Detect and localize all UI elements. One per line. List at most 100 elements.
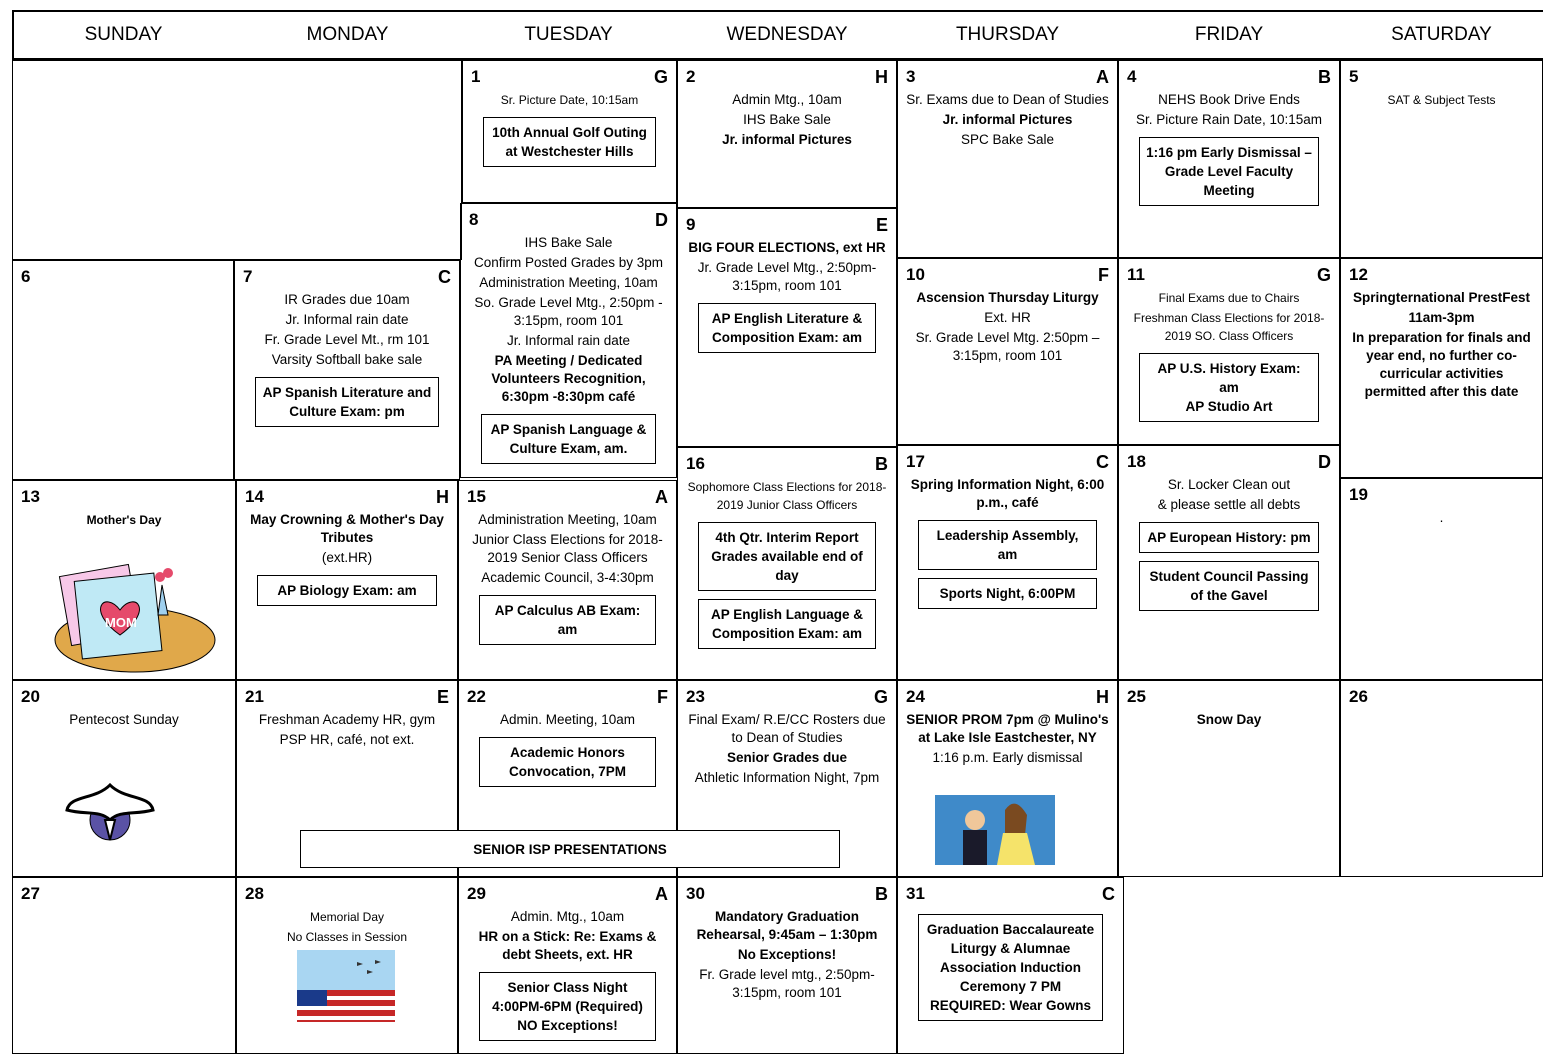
cell-top: 13 xyxy=(21,487,227,509)
boxed-event-line: 10th Annual Golf Outing at Westchester H… xyxy=(492,125,647,159)
event: Jr. informal Pictures xyxy=(942,112,1073,127)
boxed-event-line: AP Spanish Language & Culture Exam, am. xyxy=(490,422,647,456)
day-number: 13 xyxy=(21,487,40,506)
boxed-event-line: AP English Literature & Composition Exam… xyxy=(711,311,863,345)
cell-top: 30 B xyxy=(686,884,888,906)
event: Ascension Thursday Liturgy xyxy=(916,290,1099,305)
cell-top: 27 xyxy=(21,884,227,906)
day-number: 5 xyxy=(1349,67,1359,86)
cell-top: 15 A xyxy=(467,487,668,509)
day-cell: 8 D IHS Bake Sale Confirm Posted Grades by … xyxy=(460,203,677,478)
day-number: 23 xyxy=(686,687,705,706)
day-cell: 29 A Admin. Mtg., 10am HR on a Stick: Re: E… xyxy=(458,877,677,1054)
day-cell: 9 E BIG FOUR ELECTIONS, ext HR Jr. Grade Le… xyxy=(677,208,897,447)
boxed-event-line: AP English Language & Composition Exam: … xyxy=(710,607,864,641)
boxed-event-line: AP Biology Exam: am xyxy=(277,583,417,598)
day-number: 11 xyxy=(1127,265,1145,284)
rotation-letter: B xyxy=(1318,67,1331,87)
day-cell: 28 Memorial Day No Classes in Session xyxy=(236,877,458,1054)
event: Final Exams due to Chairs xyxy=(1158,291,1300,305)
day-cell: 20 Pentecost Sunday xyxy=(12,680,236,877)
day-cell: 27 xyxy=(12,877,236,1054)
event: So. Grade Level Mtg., 2:50pm - 3:15pm, r… xyxy=(474,295,663,328)
cell-top: 22 F xyxy=(467,687,668,709)
day-number: 24 xyxy=(906,687,925,706)
cell-top: 28 xyxy=(245,884,449,906)
day-cell: 12 Springternational PrestFest 11am-3pm In … xyxy=(1340,258,1543,478)
event: Jr. Informal rain date xyxy=(506,333,631,348)
boxed-event-line: 4th Qtr. Interim Report Grades available… xyxy=(711,530,863,583)
rotation-letter: C xyxy=(1096,452,1109,472)
day-number: 21 xyxy=(245,687,264,706)
boxed-event-line: Sports Night, 6:00PM xyxy=(939,586,1076,601)
boxed-event: Leadership Assembly, am xyxy=(918,520,1097,570)
mothers-day-art: MOM xyxy=(54,563,216,673)
event: Sr. Locker Clean out xyxy=(1167,477,1291,492)
event: Freshman Class Elections for 2018-2019 S… xyxy=(1133,311,1325,343)
event: Sr. Picture Date, 10:15am xyxy=(500,93,639,107)
boxed-event: Sports Night, 6:00PM xyxy=(918,578,1097,609)
event: Snow Day xyxy=(1196,712,1262,727)
cell-top: 6 xyxy=(21,267,225,289)
day-number: 8 xyxy=(469,210,479,229)
day-cell: 23 G Final Exam/ R.E/CC Rosters due to Dea… xyxy=(677,680,897,877)
boxed-event-line: AP Spanish Literature and Culture Exam: … xyxy=(262,385,432,419)
event: Sophomore Class Elections for 2018-2019 … xyxy=(687,480,887,512)
day-number: 7 xyxy=(243,267,253,286)
day-number: 9 xyxy=(686,215,696,234)
boxed-event-line: AP European History: pm xyxy=(1147,530,1311,545)
day-number: 22 xyxy=(467,687,486,706)
rotation-letter: B xyxy=(875,454,888,474)
boxed-event: AP U.S. History Exam: am AP Studio Art xyxy=(1139,353,1319,422)
rotation-letter: C xyxy=(1102,884,1115,904)
event: Springternational PrestFest xyxy=(1352,290,1531,305)
event: Mother's Day xyxy=(86,513,162,527)
boxed-event: 4th Qtr. Interim Report Grades available… xyxy=(698,522,876,591)
weekday-header: WEDNESDAY xyxy=(677,10,897,60)
boxed-event: AP Spanish Language & Culture Exam, am. xyxy=(481,414,656,464)
rotation-letter: H xyxy=(875,67,888,87)
rotation-letter: C xyxy=(438,267,451,287)
event: May Crowning & Mother's Day Tributes xyxy=(250,512,444,545)
dove-art xyxy=(65,782,155,841)
cell-top: 10 F xyxy=(906,265,1109,287)
day-number: 14 xyxy=(245,487,264,506)
rotation-letter: G xyxy=(1316,265,1331,285)
rotation-letter: D xyxy=(655,210,668,230)
boxed-event-line: AP Studio Art xyxy=(1185,399,1273,414)
boxed-event: AP European History: pm xyxy=(1139,522,1319,553)
rotation-letter: A xyxy=(655,487,668,507)
cell-top: 14 H xyxy=(245,487,449,509)
event: SAT & Subject Tests xyxy=(1387,93,1496,107)
empty-cell xyxy=(12,60,462,260)
event: No Exceptions! xyxy=(737,947,837,962)
event: HR on a Stick: Re: Exams & debt Sheets, … xyxy=(478,929,657,962)
cell-top: 20 xyxy=(21,687,227,709)
boxed-event: 10th Annual Golf Outing at Westchester H… xyxy=(483,117,656,167)
cell-top: 18 D xyxy=(1127,452,1331,474)
day-cell: 5 SAT & Subject Tests xyxy=(1340,60,1543,258)
day-cell: 18 D Sr. Locker Clean out & please settle a… xyxy=(1118,445,1340,680)
event: Fr. Grade level mtg., 2:50pm-3:15pm, roo… xyxy=(699,967,875,1000)
boxed-event-line: AP Calculus AB Exam: am xyxy=(494,603,641,637)
day-cell: 24 H SENIOR PROM 7pm @ Mulino's at Lake Is… xyxy=(897,680,1118,877)
day-cell: 16 B Sophomore Class Elections for 2018-20… xyxy=(677,447,897,680)
weekday-header: SATURDAY xyxy=(1340,10,1543,60)
day-number: 20 xyxy=(21,687,40,706)
weekday-header: THURSDAY xyxy=(897,10,1118,60)
day-cell: 21 E Freshman Academy HR, gym PSP HR, café,… xyxy=(236,680,458,877)
day-number: 15 xyxy=(467,487,486,506)
boxed-event-line: REQUIRED: Wear Gowns xyxy=(929,998,1092,1013)
event: Academic Council, 3-4:30pm xyxy=(481,570,654,585)
boxed-event-line: Graduation Baccalaureate Liturgy & Alumn… xyxy=(926,922,1095,994)
event: Jr. Grade Level Mtg., 2:50pm-3:15pm, roo… xyxy=(697,260,877,293)
day-number: 25 xyxy=(1127,687,1146,706)
rotation-letter: G xyxy=(653,67,668,87)
event: In preparation for finals and year end, … xyxy=(1352,330,1531,399)
day-cell: 2 H Admin Mtg., 10am IHS Bake Sale Jr. infor… xyxy=(677,60,897,208)
day-number: 17 xyxy=(906,452,925,471)
